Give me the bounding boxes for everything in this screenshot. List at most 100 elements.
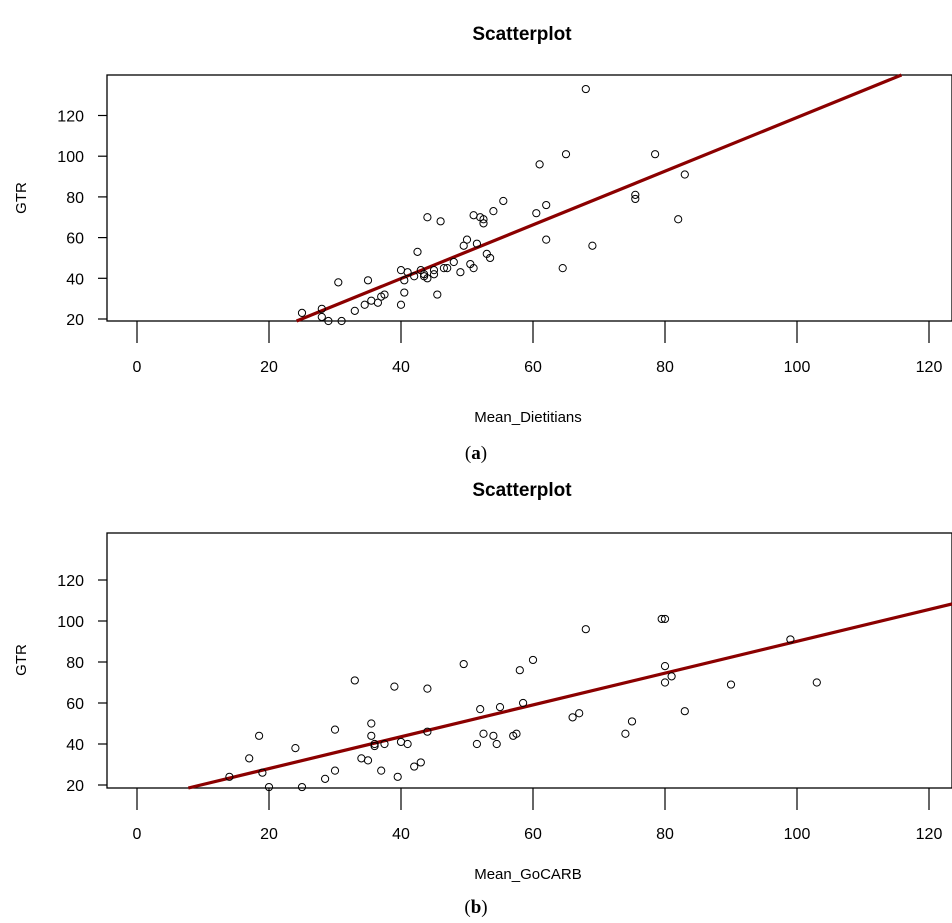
- data-point: [492, 739, 501, 749]
- data-point: [423, 213, 432, 222]
- data-point: [499, 196, 508, 206]
- data-point: [667, 672, 676, 681]
- ticks-a: 0 20 40 60 80 100 120 20 40 60 80 100 120: [57, 109, 942, 377]
- data-point: [535, 160, 544, 169]
- data-point: [393, 772, 402, 781]
- data-point: [462, 235, 472, 244]
- fit-line-b: [187, 602, 952, 790]
- data-point: [519, 698, 528, 708]
- data-point: [495, 703, 505, 712]
- y-tick-label-a: 120: [57, 109, 84, 126]
- data-point: [337, 316, 346, 326]
- data-point: [631, 194, 640, 204]
- data-point: [476, 705, 485, 714]
- data-point: [373, 298, 382, 307]
- data-point: [258, 768, 267, 777]
- data-point: [469, 211, 478, 220]
- data-point: [472, 239, 481, 248]
- data-point: [413, 247, 422, 256]
- y-tick-label-a: 80: [66, 190, 84, 207]
- x-tick-label-b: 0: [133, 826, 142, 843]
- data-point: [786, 635, 795, 644]
- x-tick-label-a: 20: [260, 359, 278, 376]
- data-point: [367, 296, 376, 305]
- chart-title-a: Scatterplot: [472, 24, 572, 45]
- y-tick-label-b: 120: [57, 573, 84, 590]
- data-point: [396, 266, 406, 275]
- data-point: [472, 739, 481, 749]
- plot-frame-a: [106, 74, 952, 322]
- x-tick-label-a: 0: [133, 359, 142, 376]
- data-point: [390, 682, 399, 691]
- x-tick-label-b: 20: [260, 826, 278, 843]
- data-point: [334, 278, 343, 287]
- data-point: [657, 614, 666, 624]
- y-tick-label-a: 20: [66, 312, 84, 329]
- data-point: [660, 662, 670, 671]
- data-point: [621, 729, 630, 738]
- points-a: [297, 84, 689, 326]
- data-point: [459, 241, 468, 250]
- x-tick-label-b: 80: [656, 826, 674, 843]
- x-tick-label-b: 100: [784, 826, 811, 843]
- data-point: [429, 270, 439, 279]
- y-tick-label-b: 40: [66, 737, 84, 754]
- data-point: [443, 264, 452, 273]
- caption-letter-a: a: [471, 443, 481, 464]
- data-point: [350, 676, 359, 685]
- data-point: [330, 766, 340, 775]
- y-tick-label-b: 100: [57, 614, 84, 631]
- data-point: [512, 729, 521, 738]
- ticks-b: 0 20 40 60 80 100 120 20 40 60 80 100 120: [57, 573, 942, 843]
- data-point: [410, 762, 419, 771]
- data-point: [558, 264, 567, 273]
- data-point: [403, 268, 412, 277]
- data-point: [433, 290, 442, 299]
- data-point: [660, 614, 670, 624]
- caption-b: (b): [464, 897, 487, 918]
- data-point: [575, 709, 584, 718]
- caption-a: (a): [465, 443, 487, 464]
- data-point: [631, 190, 640, 199]
- data-point: [360, 300, 369, 309]
- data-point: [396, 300, 406, 309]
- y-tick-label-a: 100: [57, 149, 84, 166]
- data-point: [660, 678, 670, 687]
- data-point: [225, 772, 234, 781]
- y-axis-label-a: GTR: [13, 182, 30, 214]
- x-tick-label-b: 40: [392, 826, 410, 843]
- x-axis-label-b: Mean_GoCARB: [474, 866, 582, 883]
- data-point: [357, 754, 366, 763]
- data-point: [324, 316, 333, 326]
- data-point: [291, 744, 300, 753]
- x-tick-label-a: 40: [392, 359, 410, 376]
- data-point: [416, 758, 425, 767]
- data-point: [400, 276, 409, 285]
- x-tick-label-a: 100: [784, 359, 811, 376]
- x-axis-label-a: Mean_Dietitians: [474, 409, 582, 426]
- plot-frame-b: [106, 532, 952, 789]
- data-point: [423, 274, 432, 283]
- points-b: [225, 614, 821, 792]
- data-point: [680, 170, 689, 179]
- data-point: [245, 754, 254, 763]
- data-point: [367, 731, 376, 740]
- data-point: [436, 217, 445, 226]
- data-point: [479, 215, 488, 224]
- data-point: [588, 241, 597, 250]
- data-point: [812, 678, 821, 687]
- data-point: [403, 739, 412, 749]
- data-point: [317, 304, 326, 313]
- data-point: [456, 268, 465, 277]
- caption-letter-b: b: [471, 897, 482, 918]
- data-point: [370, 741, 379, 751]
- data-point: [317, 312, 326, 322]
- data-point: [674, 215, 683, 224]
- data-point: [396, 737, 406, 747]
- data-point: [330, 725, 340, 734]
- data-point: [542, 235, 551, 244]
- data-point: [363, 756, 373, 765]
- data-point: [627, 717, 637, 726]
- y-tick-label-b: 60: [66, 696, 84, 713]
- data-point: [321, 774, 330, 783]
